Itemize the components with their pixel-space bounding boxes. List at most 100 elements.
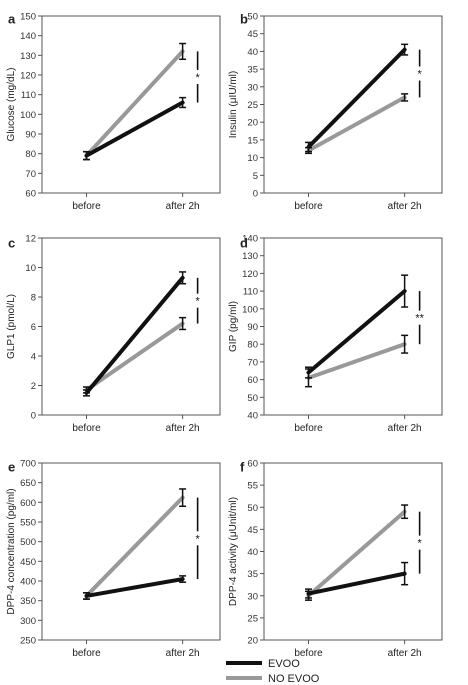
y-axis-label: Glucose (mg/dL) <box>6 68 17 142</box>
panel-a: a 60 70 80 90 100 110 120 130 140 150 before after 2… <box>6 12 221 212</box>
series-no-evoo <box>305 504 409 601</box>
y-tick-label: 35 <box>247 569 258 580</box>
x-tick-label: before <box>72 201 101 212</box>
significance-marker: * <box>417 69 422 81</box>
y-tick-label: 600 <box>20 498 36 509</box>
y-tick-label: 70 <box>247 357 258 368</box>
series-line <box>84 100 185 158</box>
y-tick-label: 90 <box>25 130 36 141</box>
series-line <box>306 95 407 153</box>
legend-label-no-evoo: NO EVOO <box>268 673 320 685</box>
x-tick-label: before <box>72 648 101 659</box>
y-axis-label: DPP-4 concentration (pg/ml) <box>6 488 17 614</box>
y-tick-label: 550 <box>20 518 36 529</box>
x-tick-label: before <box>294 648 323 659</box>
y-tick-label: 15 <box>247 135 258 146</box>
y-tick-label: 60 <box>247 459 258 470</box>
y-tick-label: 300 <box>20 616 36 627</box>
significance-marker: * <box>195 296 200 308</box>
legend: EVOO NO EVOO <box>226 658 320 685</box>
y-tick-label: 130 <box>242 251 258 262</box>
x-tick-label: after 2h <box>166 648 200 659</box>
series-no-evoo <box>83 42 187 161</box>
y-tick-label: 2 <box>31 381 36 392</box>
y-tick-label: 100 <box>242 304 258 315</box>
y-axis-label: Insulin (μIU/ml) <box>228 71 239 138</box>
y-tick-label: 60 <box>25 189 36 200</box>
y-tick-label: 30 <box>247 82 258 93</box>
x-tick-label: before <box>294 201 323 212</box>
series-evoo <box>305 274 409 379</box>
y-tick-label: 35 <box>247 65 258 76</box>
panel-d: d 40 50 60 70 80 90 100 110 120 130 140 before after … <box>228 234 443 434</box>
y-tick-label: 25 <box>247 613 258 624</box>
y-tick-label: 20 <box>247 636 258 647</box>
y-tick-label: 140 <box>20 31 36 42</box>
significance-marker: * <box>195 533 200 545</box>
panel-f: f 20 25 30 35 40 45 50 55 60 before after 2h DPP-4 a… <box>228 459 443 659</box>
y-tick-label: 350 <box>20 596 36 607</box>
y-tick-label: 45 <box>247 29 258 40</box>
y-tick-label: 80 <box>25 149 36 160</box>
x-tick-label: after 2h <box>166 423 200 434</box>
series-line <box>306 571 407 596</box>
panel-b: b 0 5 10 15 20 25 30 35 40 45 50 before after 2h Insul… <box>228 12 443 212</box>
panel-label: e <box>8 460 15 475</box>
y-tick-label: 40 <box>247 411 258 422</box>
y-tick-label: 25 <box>247 100 258 111</box>
x-tick-label: after 2h <box>166 201 200 212</box>
y-tick-label: 110 <box>21 90 36 101</box>
panel-c: c 0 2 4 6 8 10 12 before after 2h GLP1 (pmol/L) * <box>6 234 221 434</box>
y-tick-label: 130 <box>20 51 36 62</box>
y-tick-label: 70 <box>25 169 36 180</box>
x-tick-label: before <box>72 423 101 434</box>
y-tick-label: 400 <box>20 577 36 588</box>
series-line <box>84 49 185 158</box>
series-evoo <box>83 271 187 397</box>
series-evoo <box>83 575 187 600</box>
series-line <box>84 321 185 392</box>
y-tick-label: 5 <box>253 171 258 182</box>
y-tick-label: 55 <box>247 481 258 492</box>
y-tick-label: 110 <box>243 287 258 298</box>
y-tick-label: 450 <box>20 557 36 568</box>
plot-frame <box>41 15 221 194</box>
y-tick-label: 120 <box>242 269 258 280</box>
y-tick-label: 650 <box>20 478 36 489</box>
plot-frame <box>263 462 443 641</box>
significance-marker: ** <box>415 313 424 325</box>
y-tick-label: 50 <box>247 393 258 404</box>
y-tick-label: 60 <box>247 375 258 386</box>
y-tick-label: 100 <box>20 110 36 121</box>
series-line <box>84 495 185 598</box>
panel-label: f <box>240 460 245 475</box>
series-evoo <box>305 561 409 599</box>
panel-label: d <box>240 236 248 251</box>
series-line <box>306 509 407 598</box>
y-axis-label: DPP-4 activity (μUnit/ml) <box>228 497 239 606</box>
y-tick-label: 30 <box>247 591 258 602</box>
plot-frame <box>263 237 443 416</box>
series-evoo <box>83 96 187 161</box>
panel-label: c <box>8 236 15 251</box>
y-tick-label: 700 <box>20 459 36 470</box>
plot-frame <box>41 237 221 416</box>
x-tick-label: after 2h <box>388 648 422 659</box>
y-tick-label: 6 <box>31 322 36 333</box>
y-tick-label: 12 <box>25 234 36 245</box>
panel-e: e 250 300 350 400 450 500 550 600 650 700 before aft… <box>6 459 221 659</box>
y-tick-label: 4 <box>31 352 36 363</box>
y-tick-label: 50 <box>247 12 258 23</box>
panel-label: a <box>8 12 16 27</box>
x-tick-label: after 2h <box>388 201 422 212</box>
y-tick-label: 50 <box>247 503 258 514</box>
x-tick-label: before <box>294 423 323 434</box>
y-axis-label: GIP (pg/ml) <box>228 301 239 352</box>
series-line <box>306 342 407 380</box>
series-line <box>84 275 185 395</box>
y-tick-label: 90 <box>247 322 258 333</box>
y-tick-label: 0 <box>253 189 258 200</box>
y-tick-label: 8 <box>31 293 36 304</box>
